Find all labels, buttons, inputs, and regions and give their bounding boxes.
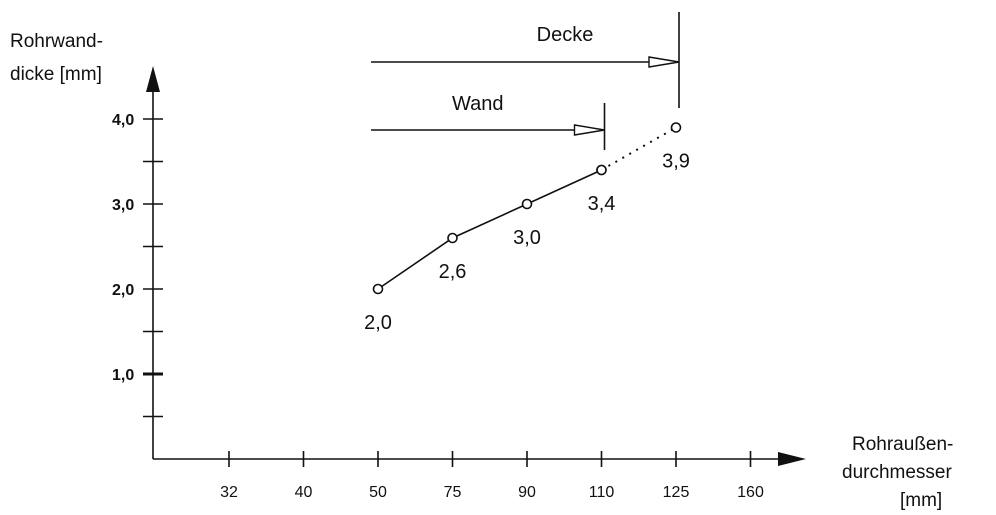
data-label: 2,0 bbox=[364, 312, 392, 334]
data-point bbox=[596, 164, 607, 176]
y-axis-title-line-2: dicke [mm] bbox=[10, 64, 102, 85]
data-label: 3,4 bbox=[588, 193, 616, 215]
series: 2,0 2,6 3,0 3,4 3,9 bbox=[364, 122, 690, 334]
x-tick-label: 160 bbox=[737, 484, 764, 501]
data-point bbox=[670, 122, 682, 133]
data-point bbox=[372, 283, 384, 295]
x-tick-label: 75 bbox=[444, 484, 462, 501]
data-point bbox=[447, 232, 458, 244]
data-label: 2,6 bbox=[439, 261, 467, 283]
data-label: 3,9 bbox=[662, 151, 690, 173]
x-axis-arrowhead bbox=[778, 452, 806, 466]
x-axis-title-line-2: durchmesser bbox=[842, 462, 952, 483]
annotation-arrowhead bbox=[573, 124, 605, 136]
y-tick-label: 1,0 bbox=[112, 367, 134, 384]
x-tick-label: 40 bbox=[295, 484, 313, 501]
data-point bbox=[521, 198, 533, 210]
x-tick-label: 125 bbox=[663, 484, 690, 501]
annotation-label: Wand bbox=[452, 93, 504, 115]
x-ticks: 32 40 50 75 90 110 125 160 bbox=[220, 451, 764, 501]
y-axis-title-line-1: Rohrwand- bbox=[10, 31, 103, 52]
data-label: 3,0 bbox=[513, 227, 541, 249]
annotations: Decke Wand bbox=[371, 12, 680, 150]
annotation-arrowhead bbox=[648, 56, 680, 68]
x-tick-label: 110 bbox=[589, 484, 615, 501]
y-axis-arrowhead bbox=[146, 66, 160, 92]
x-tick-label: 90 bbox=[518, 484, 536, 501]
y-tick-label: 3,0 bbox=[112, 197, 134, 214]
y-tick-label: 4,0 bbox=[112, 112, 134, 129]
annotation-label: Decke bbox=[537, 24, 594, 46]
x-tick-label: 50 bbox=[369, 484, 387, 501]
x-axis-title-line-1: Rohraußen- bbox=[852, 434, 953, 455]
x-axis-title-line-3: [mm] bbox=[900, 490, 942, 511]
x-tick-label: 32 bbox=[220, 484, 238, 501]
y-ticks: 1,0 2,0 3,0 4,0 bbox=[112, 112, 163, 418]
series-line bbox=[377, 169, 602, 290]
y-tick-label: 2,0 bbox=[112, 282, 134, 299]
